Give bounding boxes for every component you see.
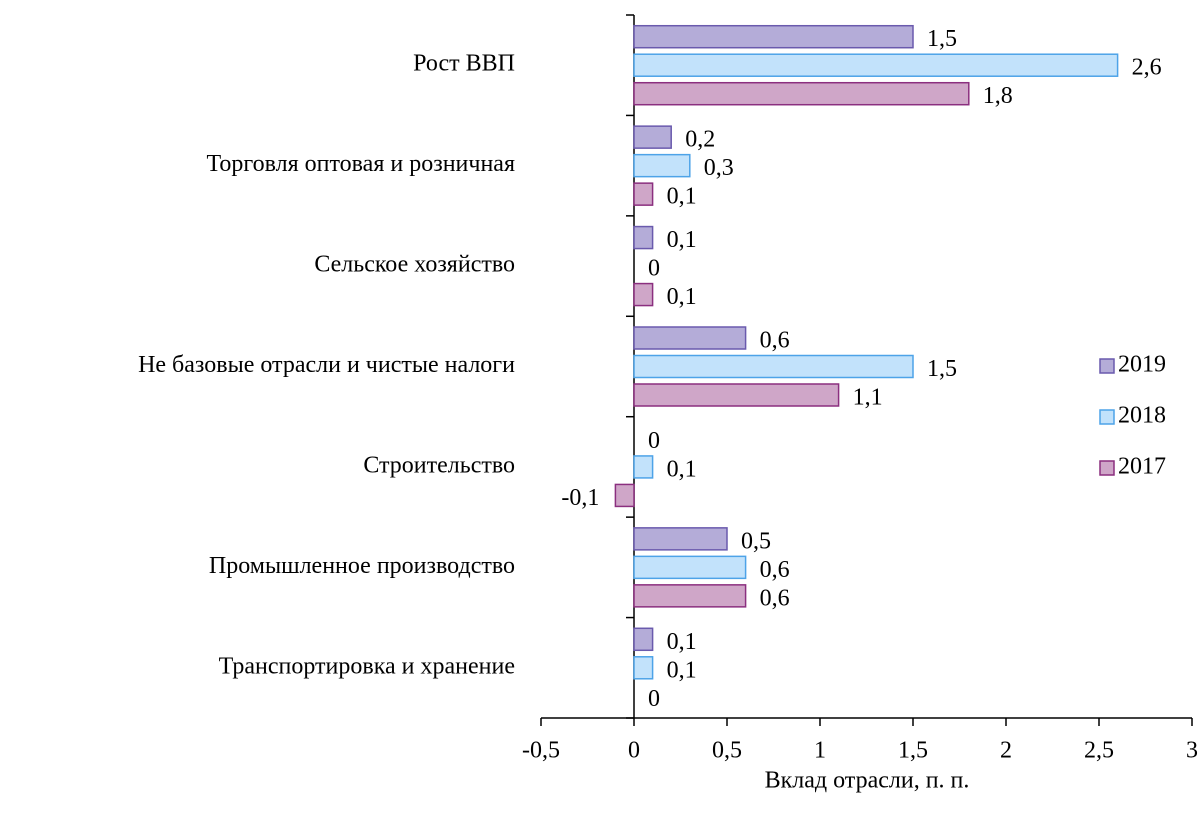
data-label: 0,6 — [760, 328, 790, 354]
x-tick-label: 2,5 — [1084, 738, 1114, 764]
bar — [633, 53, 1119, 77]
data-label: 0,1 — [667, 184, 697, 210]
bar — [633, 24, 914, 49]
x-tick-label: 0 — [628, 738, 640, 764]
bar — [633, 555, 747, 580]
bar — [633, 383, 840, 407]
data-label: 0,1 — [667, 657, 697, 683]
legend-label: 2018 — [1118, 403, 1166, 429]
bar — [633, 584, 747, 608]
data-label: 0,6 — [760, 585, 790, 611]
category-label: Рост ВВП — [413, 51, 515, 77]
x-tick-label: 3 — [1186, 738, 1198, 764]
legend-swatch — [1099, 409, 1115, 425]
bar — [633, 125, 672, 149]
data-label: 1,1 — [853, 385, 883, 411]
data-label: 0,6 — [760, 557, 790, 583]
category-label: Строительство — [363, 452, 515, 478]
bar — [633, 81, 970, 106]
data-label: 0,5 — [741, 528, 771, 554]
data-label: 0,1 — [667, 284, 697, 310]
bar — [633, 225, 654, 250]
data-label: -0,1 — [561, 485, 599, 511]
data-label: 1,8 — [983, 83, 1013, 109]
bar — [633, 153, 691, 178]
bar — [633, 656, 654, 680]
data-label: 1,5 — [927, 26, 957, 52]
bar — [633, 354, 914, 379]
bar — [633, 182, 654, 206]
data-label: 0,2 — [685, 127, 715, 153]
data-label: 0 — [648, 428, 660, 454]
data-label: 0,1 — [667, 227, 697, 253]
bar — [633, 527, 728, 551]
x-tick-label: 2 — [1000, 738, 1012, 764]
data-label: 2,6 — [1132, 55, 1162, 81]
data-label: 0,1 — [667, 629, 697, 655]
legend-swatch — [1099, 358, 1115, 374]
data-label: 1,5 — [927, 356, 957, 382]
legend-label: 2017 — [1118, 454, 1166, 480]
category-label: Сельское хозяйство — [314, 252, 515, 278]
bar — [633, 326, 747, 350]
data-label: 0 — [648, 686, 660, 712]
data-label: 0 — [648, 256, 660, 282]
x-tick-label: 1 — [814, 738, 826, 764]
legend-label: 2019 — [1118, 352, 1166, 378]
x-axis-label: Вклад отрасли, п. п. — [765, 768, 970, 794]
legend-swatch — [1099, 460, 1115, 476]
category-label: Промышленное производство — [209, 553, 515, 579]
bar — [633, 627, 654, 652]
category-label: Не базовые отрасли и чистые налоги — [138, 352, 515, 378]
category-label: Транспортировка и хранение — [219, 653, 515, 679]
x-tick-label: 0,5 — [712, 738, 742, 764]
category-label: Торговля оптовая и розничная — [207, 151, 515, 177]
data-label: 0,1 — [667, 456, 697, 482]
bar — [614, 483, 635, 508]
x-tick-label: -0,5 — [522, 738, 560, 764]
data-label: 0,3 — [704, 155, 734, 181]
bar — [633, 455, 654, 479]
bar — [633, 282, 654, 307]
x-tick-label: 1,5 — [898, 738, 928, 764]
